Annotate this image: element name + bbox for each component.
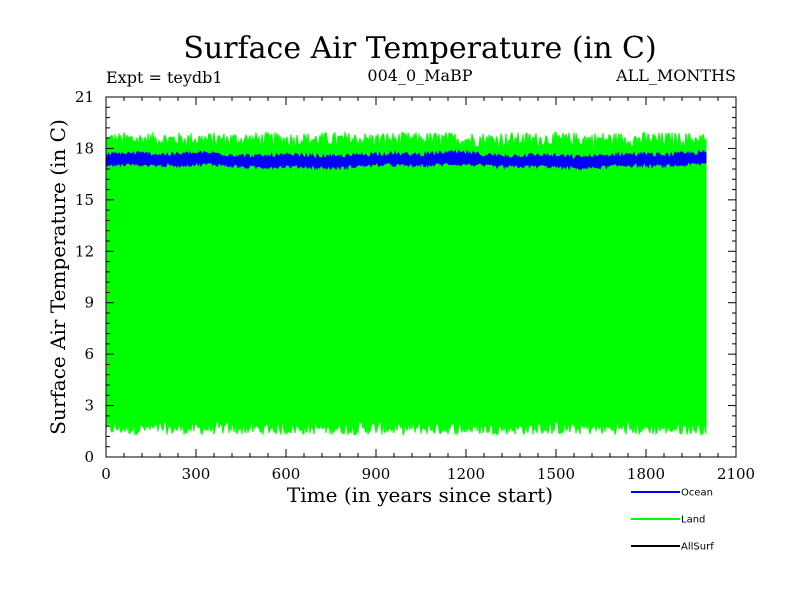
x-tick-label: 2100 — [717, 465, 755, 483]
chart-title: Surface Air Temperature (in C) — [183, 31, 656, 66]
legend-label-allsurf: AllSurf — [681, 542, 714, 553]
tick-layer: 0 300 600 900 1200 1500 1800 2100 0 3 6 9 12 15 18 21 — [75, 88, 755, 483]
x-tick-label: 1200 — [447, 465, 485, 483]
x-tick-label: 600 — [272, 465, 301, 483]
y-tick-label: 0 — [84, 448, 94, 466]
legend-label-land: Land — [681, 515, 705, 526]
series-layer — [105, 130, 707, 437]
y-axis-label: Surface Air Temperature (in C) — [46, 119, 70, 435]
y-tick-label: 21 — [75, 88, 94, 106]
x-tick-label: 1500 — [537, 465, 575, 483]
x-tick-label: 0 — [101, 465, 111, 483]
months-label: ALL_MONTHS — [615, 66, 736, 85]
y-tick-label: 3 — [84, 397, 94, 415]
y-tick-label: 6 — [84, 345, 94, 363]
experiment-label: Expt = teydb1 — [106, 68, 223, 87]
y-tick-label: 12 — [75, 242, 94, 260]
x-tick-label: 1800 — [627, 465, 665, 483]
legend-label-ocean: Ocean — [681, 488, 713, 499]
legend: Ocean Land AllSurf — [631, 488, 714, 553]
y-tick-label: 15 — [75, 191, 94, 209]
x-axis-label: Time (in years since start) — [287, 483, 553, 507]
y-tick-label: 18 — [75, 139, 94, 157]
plot-frame — [105, 96, 737, 458]
series-land-band — [105, 130, 707, 437]
period-label: 004_0_MaBP — [367, 66, 472, 85]
x-tick-label: 300 — [182, 465, 211, 483]
series-ocean-band — [105, 149, 707, 171]
x-tick-label: 900 — [362, 465, 391, 483]
y-tick-label: 9 — [84, 294, 94, 312]
